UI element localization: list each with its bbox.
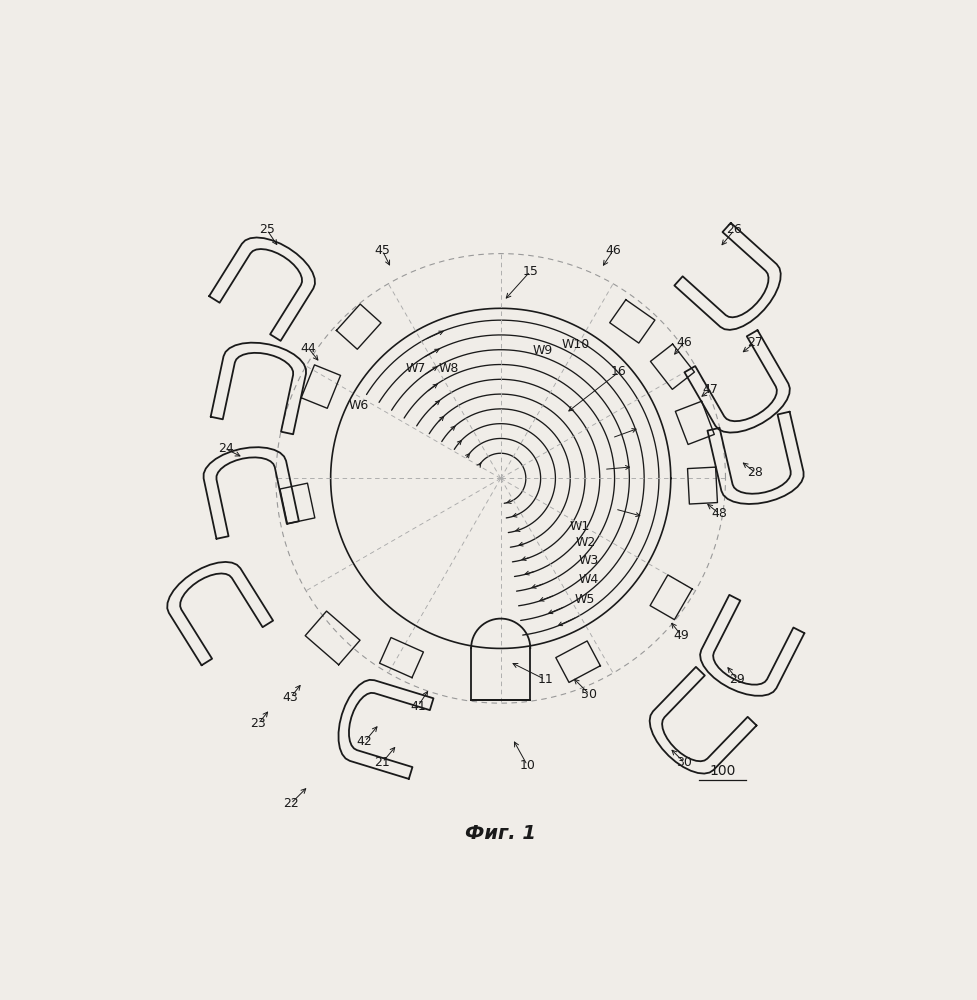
Text: 46: 46 bbox=[605, 244, 621, 257]
Text: 28: 28 bbox=[747, 466, 763, 479]
Text: 15: 15 bbox=[523, 265, 538, 278]
Text: 30: 30 bbox=[676, 756, 692, 769]
Text: 10: 10 bbox=[520, 759, 535, 772]
Text: 16: 16 bbox=[612, 365, 627, 378]
Text: 26: 26 bbox=[727, 223, 743, 236]
Text: W7: W7 bbox=[405, 362, 425, 375]
Text: W4: W4 bbox=[578, 573, 599, 586]
Text: W5: W5 bbox=[574, 593, 595, 606]
Text: 100: 100 bbox=[709, 764, 736, 778]
Text: 50: 50 bbox=[581, 688, 598, 701]
Text: 23: 23 bbox=[250, 717, 266, 730]
Text: W2: W2 bbox=[575, 536, 596, 549]
Text: 27: 27 bbox=[747, 336, 763, 349]
Text: W1: W1 bbox=[570, 520, 590, 533]
Text: 21: 21 bbox=[374, 756, 390, 769]
Text: W6: W6 bbox=[349, 399, 369, 412]
Text: Фиг. 1: Фиг. 1 bbox=[465, 824, 536, 843]
Text: 42: 42 bbox=[357, 735, 372, 748]
Text: 25: 25 bbox=[259, 223, 275, 236]
Text: 29: 29 bbox=[730, 673, 745, 686]
Text: 48: 48 bbox=[711, 507, 728, 520]
Text: 45: 45 bbox=[374, 244, 391, 257]
Text: 44: 44 bbox=[301, 342, 317, 355]
Text: 24: 24 bbox=[218, 442, 234, 455]
Text: W8: W8 bbox=[438, 362, 458, 375]
Text: 41: 41 bbox=[410, 700, 426, 713]
Text: 43: 43 bbox=[282, 691, 299, 704]
Text: W10: W10 bbox=[562, 338, 590, 351]
Text: W3: W3 bbox=[578, 554, 599, 567]
Text: 46: 46 bbox=[676, 336, 692, 349]
Text: 11: 11 bbox=[537, 673, 553, 686]
Text: 49: 49 bbox=[673, 629, 689, 642]
Text: 22: 22 bbox=[282, 797, 299, 810]
Text: 47: 47 bbox=[702, 383, 719, 396]
Text: W9: W9 bbox=[532, 344, 553, 357]
